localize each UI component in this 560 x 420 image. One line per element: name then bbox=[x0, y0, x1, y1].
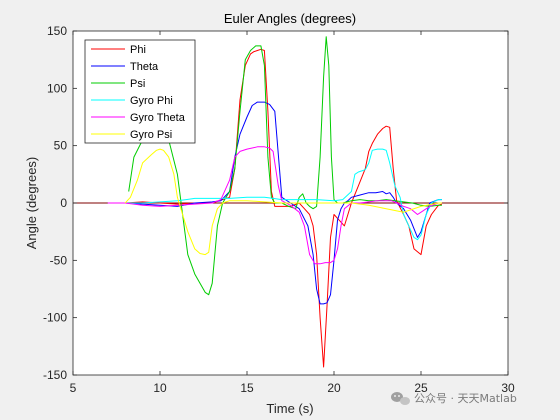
legend-entry: Theta bbox=[91, 61, 159, 73]
y-tick-label: -100 bbox=[43, 311, 67, 325]
legend-label: Gyro Phi bbox=[130, 95, 173, 107]
x-tick-label: 15 bbox=[240, 381, 254, 395]
y-tick-label: 50 bbox=[54, 139, 68, 153]
legend-entry: Phi bbox=[91, 44, 146, 56]
y-tick-label: -50 bbox=[50, 253, 68, 267]
legend-entry: Gyro Phi bbox=[91, 95, 173, 107]
legend-label: Theta bbox=[130, 61, 159, 73]
series-line-gyro-phi bbox=[125, 148, 442, 241]
y-tick-label: 150 bbox=[47, 24, 67, 38]
legend-entry: Gyro Psi bbox=[91, 129, 172, 141]
y-axis-ticks: -150 -100 -50 0 50 100 150 bbox=[43, 24, 508, 382]
y-tick-label: 100 bbox=[47, 81, 67, 95]
x-tick-label: 20 bbox=[327, 381, 341, 395]
legend-entries: Phi Theta Psi Gyro Phi Gyro Theta Gyro Psi bbox=[91, 44, 186, 141]
legend-entry: Gyro Theta bbox=[91, 112, 186, 124]
x-axis-label: Time (s) bbox=[266, 401, 313, 416]
watermark: 公众号 · 天天Matlab bbox=[391, 392, 517, 405]
legend-label: Psi bbox=[130, 78, 145, 90]
y-tick-label: 0 bbox=[60, 196, 67, 210]
series-line-gyro-theta bbox=[107, 146, 442, 265]
x-tick-label: 5 bbox=[70, 381, 77, 395]
chart-title: Euler Angles (degrees) bbox=[224, 11, 356, 26]
wechat-icon bbox=[391, 392, 410, 405]
series-line-psi bbox=[128, 36, 442, 296]
x-axis-ticks: 5 10 15 20 25 30 bbox=[70, 31, 515, 395]
legend-entry: Psi bbox=[91, 78, 145, 90]
y-axis-label: Angle (degrees) bbox=[24, 157, 39, 250]
legend-label: Phi bbox=[130, 44, 146, 56]
legend-label: Gyro Theta bbox=[130, 112, 186, 124]
series-line-gyro-psi bbox=[124, 148, 442, 256]
legend: Phi Theta Psi Gyro Phi Gyro Theta Gyro Psi bbox=[84, 39, 196, 144]
x-tick-label: 10 bbox=[153, 381, 167, 395]
legend-label: Gyro Psi bbox=[130, 129, 172, 141]
x-tick-label: 25 bbox=[414, 381, 428, 395]
watermark-text: 公众号 · 天天Matlab bbox=[414, 392, 517, 405]
legend-box bbox=[84, 39, 196, 144]
series-layer bbox=[107, 36, 443, 368]
x-tick-label: 30 bbox=[501, 381, 515, 395]
y-tick-label: -150 bbox=[43, 368, 67, 382]
